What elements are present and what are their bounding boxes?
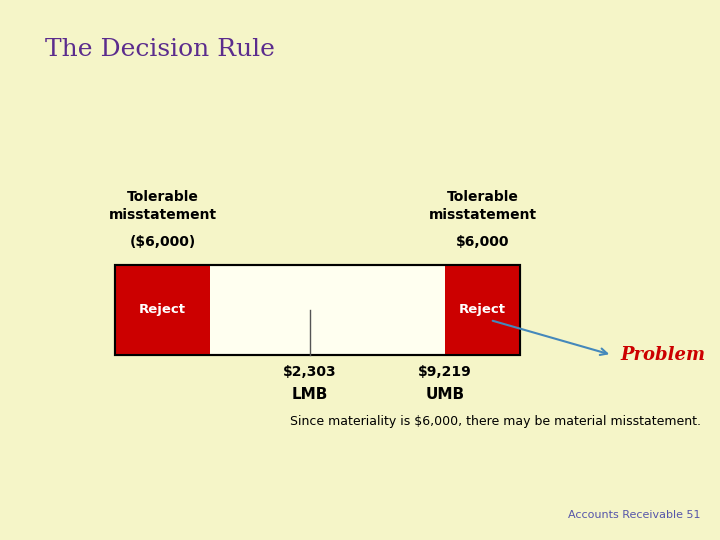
Text: $2,303: $2,303: [283, 365, 337, 379]
Text: misstatement: misstatement: [109, 208, 217, 222]
Bar: [115, 265, 520, 355]
Text: Tolerable: Tolerable: [127, 190, 199, 204]
Bar: [445, 265, 520, 355]
Text: Tolerable: Tolerable: [446, 190, 518, 204]
Text: $9,219: $9,219: [418, 365, 472, 379]
Text: Since materiality is $6,000, there may be material misstatement.: Since materiality is $6,000, there may b…: [290, 415, 701, 428]
Text: The Decision Rule: The Decision Rule: [45, 38, 275, 61]
Text: $6,000: $6,000: [456, 235, 509, 249]
Bar: [115, 265, 520, 355]
Text: UMB: UMB: [426, 387, 464, 402]
Text: misstatement: misstatement: [428, 208, 536, 222]
Text: Accounts Receivable 51: Accounts Receivable 51: [567, 510, 700, 520]
Text: Problem: Problem: [620, 346, 705, 364]
Text: LMB: LMB: [292, 387, 328, 402]
Text: Reject: Reject: [459, 303, 506, 316]
Text: Reject: Reject: [139, 303, 186, 316]
Bar: [115, 265, 210, 355]
Text: ($6,000): ($6,000): [130, 235, 196, 249]
